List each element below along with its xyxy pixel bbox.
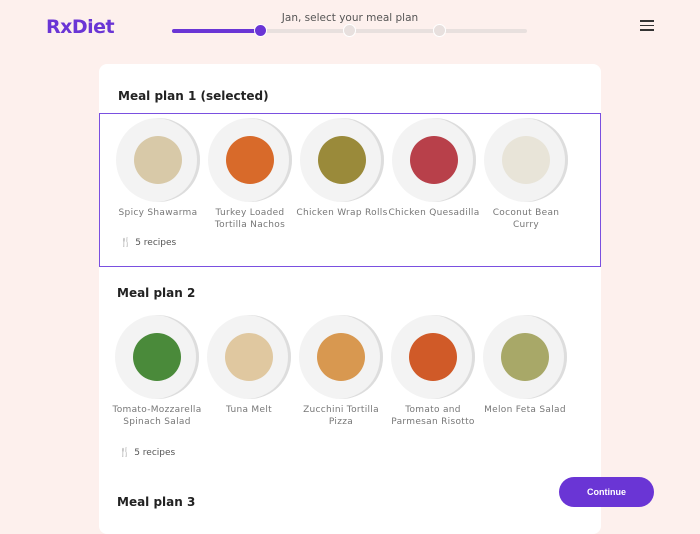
- progress-step-2: [343, 24, 356, 37]
- recipe-name: Tomato and Parmesan Risotto: [391, 405, 475, 427]
- recipe-name: Zucchini Tortilla Pizza: [303, 405, 379, 427]
- recipe-name: Turkey Loaded Tortilla Nachos: [214, 208, 286, 230]
- recipe-name: Tuna Melt: [226, 405, 272, 415]
- recipe-count-text: 5 recipes: [134, 448, 176, 458]
- plan-title: Meal plan 1 (selected): [118, 89, 269, 103]
- progress-step-1: [254, 24, 267, 37]
- recipe-name: Melon Feta Salad: [484, 405, 566, 415]
- hamburger-menu-icon[interactable]: [640, 20, 654, 32]
- page-title: Jan, select your meal plan: [281, 12, 419, 24]
- recipe-name: Chicken Wrap Rolls: [296, 208, 388, 218]
- logo: RxDiet: [46, 16, 115, 38]
- recipe-item[interactable]: Tuna Melt: [203, 315, 295, 428]
- recipe-count: 🍴 5 recipes: [120, 238, 176, 248]
- recipe-count-text: 5 recipes: [135, 238, 177, 248]
- meal-plan-2[interactable]: Tomato-Mozzarella Spinach Salad Tuna Mel…: [99, 315, 601, 465]
- recipe-item[interactable]: Chicken Quesadilla: [388, 118, 480, 231]
- recipe-count: 🍴 5 recipes: [119, 448, 175, 458]
- recipe-name: Chicken Quesadilla: [388, 208, 480, 218]
- recipe-name: Spicy Shawarma: [118, 208, 198, 218]
- progress-fill: [172, 29, 260, 33]
- recipe-item[interactable]: Tomato-Mozzarella Spinach Salad: [111, 315, 203, 428]
- recipe-item[interactable]: Melon Feta Salad: [479, 315, 571, 428]
- plan-title: Meal plan 2: [117, 286, 196, 300]
- meal-plan-1[interactable]: Meal plan 1 (selected) Spicy Shawarma Tu…: [99, 89, 601, 267]
- recipe-item[interactable]: Chicken Wrap Rolls: [296, 118, 388, 231]
- fork-knife-icon: 🍴: [119, 448, 131, 458]
- recipe-item[interactable]: Tomato and Parmesan Risotto: [387, 315, 479, 428]
- continue-button[interactable]: Continue: [559, 477, 654, 507]
- fork-knife-icon: 🍴: [120, 238, 132, 248]
- progress-step-3: [433, 24, 446, 37]
- recipe-item[interactable]: Coconut Bean Curry: [480, 118, 572, 231]
- recipe-item[interactable]: Spicy Shawarma: [112, 118, 204, 231]
- recipe-name: Coconut Bean Curry: [492, 208, 560, 230]
- recipe-item[interactable]: Turkey Loaded Tortilla Nachos: [204, 118, 296, 231]
- plan-title[interactable]: Meal plan 3: [117, 495, 196, 509]
- meal-plans-card: Meal plan 1 (selected) Spicy Shawarma Tu…: [99, 64, 601, 534]
- recipe-name: Tomato-Mozzarella Spinach Salad: [112, 405, 202, 427]
- progress-bar: [172, 24, 527, 37]
- recipe-item[interactable]: Zucchini Tortilla Pizza: [295, 315, 387, 428]
